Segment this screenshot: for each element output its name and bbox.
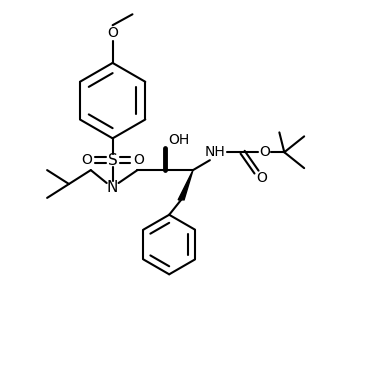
Text: N: N [107, 180, 118, 195]
Text: OH: OH [168, 133, 189, 147]
Text: O: O [107, 26, 118, 40]
Polygon shape [178, 170, 193, 200]
Text: O: O [133, 153, 144, 167]
Text: NH: NH [204, 145, 225, 159]
Text: S: S [108, 153, 118, 168]
Text: O: O [256, 171, 267, 185]
Text: O: O [259, 145, 270, 159]
Text: O: O [81, 153, 92, 167]
